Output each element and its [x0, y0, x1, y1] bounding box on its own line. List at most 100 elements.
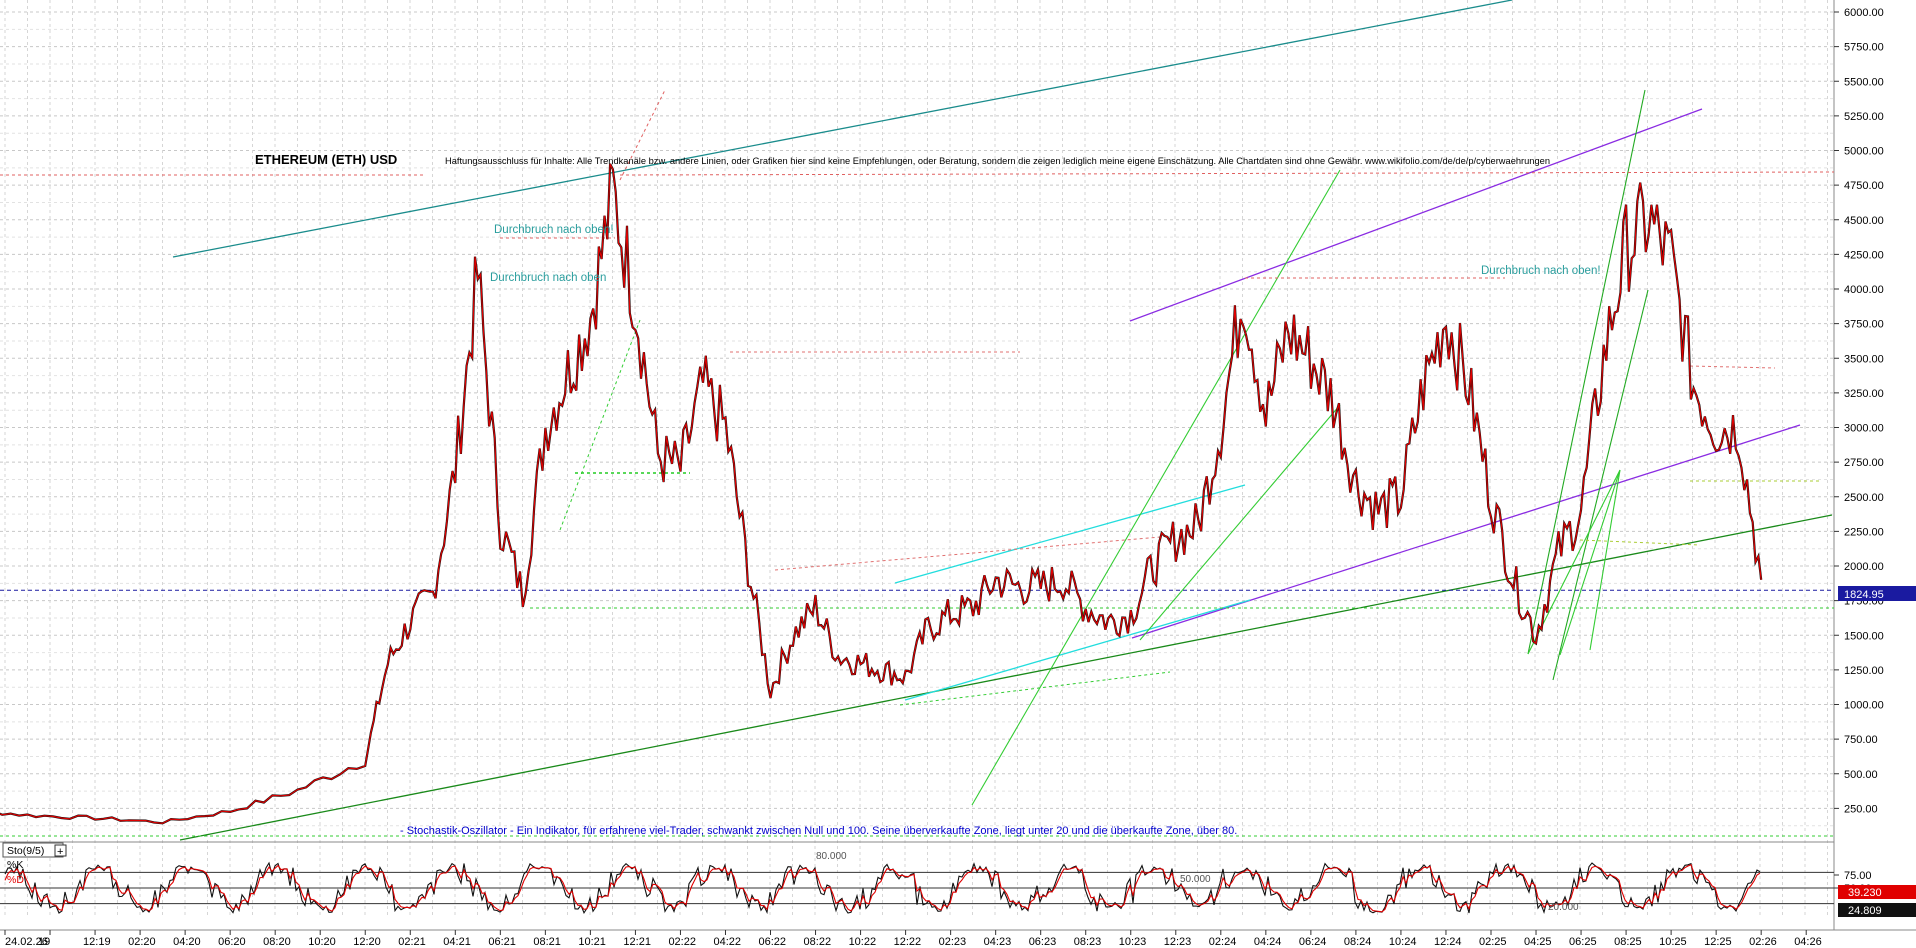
price-tick-label: 1500.00	[1844, 630, 1884, 642]
d-legend: %D	[7, 874, 24, 886]
price-tick-label: 3250.00	[1844, 388, 1884, 400]
price-tick-label: 5250.00	[1844, 111, 1884, 123]
osc-tick-label: 75.00	[1844, 870, 1872, 882]
price-tick-label: 2500.00	[1844, 492, 1884, 504]
x-tick-label: 10:20	[308, 936, 336, 948]
level-80-label: 80.000	[816, 851, 847, 862]
price-tick-label: 4500.00	[1844, 215, 1884, 227]
current-price-tag	[1838, 586, 1916, 601]
x-tick-label: 08:25	[1614, 936, 1642, 948]
osc-k-line	[4, 861, 1761, 915]
x-tick-label: 04:26	[1794, 936, 1822, 948]
x-tick-label: 12:22	[894, 936, 922, 948]
x-tick-label: 08:20	[263, 936, 291, 948]
d-value-tag	[1838, 903, 1916, 917]
x-tick-label: 12:25	[1704, 936, 1732, 948]
dotted-red-trend	[619, 89, 666, 181]
price-tick-label: 750.00	[1844, 734, 1878, 746]
price-axis: 6000.00 5750.00 5500.00 5250.00 5000.00 4750.…	[1834, 7, 1884, 815]
x-tick-label: 02:24	[1209, 936, 1237, 948]
x-tick-label: 19	[38, 936, 50, 948]
x-tick-label: 06:21	[488, 936, 516, 948]
trendline-teal	[172, 0, 1513, 258]
resistance-red-top	[619, 171, 1835, 176]
add-indicator-icon: +	[57, 846, 63, 858]
annotation-breakout-1: Durchbruch nach oben!	[494, 224, 614, 236]
value-tags: 1824.95 39.230 24.809	[1838, 586, 1916, 917]
x-tick-label: 08:22	[804, 936, 832, 948]
x-tick-label: 08:24	[1344, 936, 1372, 948]
x-tick-label: 02:20	[128, 936, 156, 948]
x-tick-label: 06:25	[1569, 936, 1597, 948]
resistance-red-6	[1689, 365, 1776, 369]
trendline-purple-upper	[1129, 108, 1703, 322]
trendline-dashed-green	[559, 319, 641, 531]
x-tick-label: 24.02.26	[5, 936, 48, 948]
d-value-label: 24.809	[1848, 905, 1882, 917]
x-tick-label: 04:22	[713, 936, 741, 948]
x-tick-label: 12:20	[353, 936, 381, 948]
x-tick-label: 04:21	[443, 936, 471, 948]
k-value-tag	[1838, 885, 1916, 899]
oscillator-name: Sto(9/5)	[7, 845, 44, 857]
trendline-green-3	[1527, 89, 1646, 655]
chart-title: ETHEREUM (ETH) USD	[255, 152, 397, 167]
price-tick-label: 4750.00	[1844, 180, 1884, 192]
x-tick-label: 04:25	[1524, 936, 1552, 948]
add-indicator-button[interactable]	[54, 844, 67, 857]
x-tick-label: 12:19	[83, 936, 111, 948]
price-tick-label: 3500.00	[1844, 353, 1884, 365]
chart-labels: ETHEREUM (ETH) USD Haftungsausschluss fü…	[2, 152, 1601, 913]
trendline-cyan-2	[904, 599, 1251, 701]
trendline-green-2	[1139, 404, 1341, 641]
level-20-label: 20.000	[1548, 902, 1579, 913]
trendline-green-4	[1552, 289, 1649, 681]
x-tick-label: 10:25	[1659, 936, 1687, 948]
level-50-label: 50.000	[1180, 874, 1211, 885]
price-series	[0, 163, 1763, 825]
price-tick-label: 5750.00	[1844, 42, 1884, 54]
x-tick-label: 10:22	[849, 936, 877, 948]
x-tick-label: 04:24	[1254, 936, 1282, 948]
x-tick-label: 06:23	[1029, 936, 1057, 948]
x-tick-label: 08:21	[533, 936, 561, 948]
price-tick-label: 2750.00	[1844, 457, 1884, 469]
x-tick-label: 10:23	[1119, 936, 1147, 948]
price-tick-label: 4000.00	[1844, 284, 1884, 296]
x-tick-label: 02:25	[1479, 936, 1507, 948]
price-line	[0, 163, 1762, 824]
x-tick-label: 12:23	[1164, 936, 1192, 948]
x-tick-label: 10:24	[1389, 936, 1417, 948]
price-tick-label: 1000.00	[1844, 700, 1884, 712]
annotation-breakout-3: Durchbruch nach oben!	[1481, 265, 1601, 277]
x-tick-label: 12:21	[623, 936, 651, 948]
price-tick-label: 5000.00	[1844, 146, 1884, 158]
price-tick-label: 1250.00	[1844, 665, 1884, 677]
trendline-green-7	[1589, 469, 1621, 651]
trendline-green-6	[1559, 469, 1621, 656]
x-tick-label: 10:21	[578, 936, 606, 948]
x-tick-label: 06:24	[1299, 936, 1327, 948]
x-tick-label: 02:26	[1749, 936, 1777, 948]
x-tick-label: 04:23	[984, 936, 1012, 948]
trendline-green-long	[179, 514, 1833, 841]
trendline-green-1	[971, 169, 1341, 806]
trendline-cyan-1	[894, 484, 1246, 584]
price-tick-label: 3750.00	[1844, 319, 1884, 331]
resistance-red-4	[774, 536, 1161, 571]
annotation-breakout-2: Durchbruch nach oben	[490, 272, 606, 284]
x-tick-label: 08:23	[1074, 936, 1102, 948]
x-tick-label: 02:21	[398, 936, 426, 948]
price-tick-label: 2250.00	[1844, 526, 1884, 538]
osc-d-line	[4, 863, 1761, 913]
support-yellow-2	[1579, 539, 1701, 546]
price-tick-label: 5500.00	[1844, 76, 1884, 88]
x-tick-label: 04:20	[173, 936, 201, 948]
x-tick-label: 06:20	[218, 936, 246, 948]
disclaimer-text: Haftungsausschluss für Inhalte: Alle Tre…	[445, 156, 1550, 167]
x-tick-label: 06:22	[759, 936, 787, 948]
price-tick-label: 250.00	[1844, 803, 1878, 815]
